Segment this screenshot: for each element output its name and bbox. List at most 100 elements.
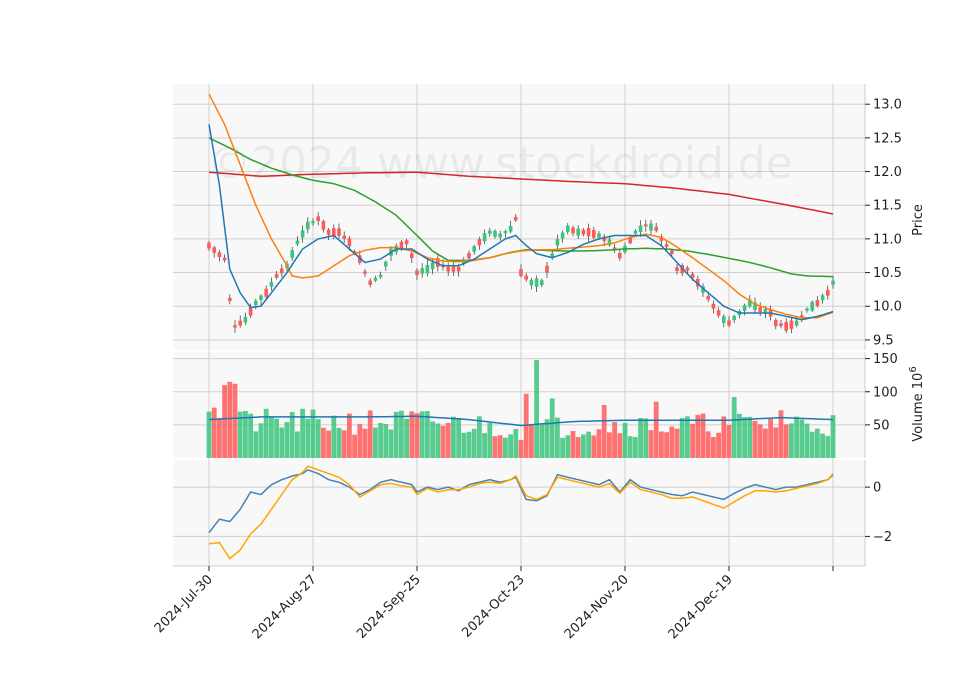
- candle-body: [805, 308, 809, 311]
- volume-bar: [752, 420, 758, 458]
- y-tick-label: 11.0: [873, 232, 902, 247]
- candle-body: [763, 308, 768, 314]
- y-tick-label: 50: [873, 418, 890, 433]
- candle-body: [269, 281, 274, 287]
- volume-bar: [685, 416, 690, 458]
- candle-body: [597, 233, 601, 238]
- volume-bar: [820, 433, 825, 458]
- volume-bar: [258, 423, 264, 458]
- volume-bar: [529, 424, 534, 458]
- candle-body: [576, 228, 580, 236]
- candle-body: [337, 228, 341, 236]
- volume-bar: [414, 413, 420, 458]
- ma-mid-line: [208, 93, 834, 319]
- volume-bar: [565, 435, 571, 458]
- volume-bar: [289, 412, 295, 458]
- candle-body: [436, 258, 440, 267]
- candle-body: [259, 295, 263, 300]
- volume-bar: [336, 427, 342, 458]
- candle-body: [628, 237, 632, 244]
- candle-body: [774, 319, 778, 327]
- candle-body: [586, 228, 591, 237]
- x-tick-label: 2024-Jul-30: [152, 572, 216, 636]
- volume-bar: [575, 437, 581, 458]
- y-tick-label: 100: [873, 385, 898, 400]
- candle-body: [467, 252, 471, 259]
- volume-bar: [378, 422, 383, 458]
- volume-bar: [482, 433, 487, 458]
- volume-bar: [409, 411, 415, 458]
- volume-bar: [237, 411, 243, 458]
- candle-body: [638, 225, 643, 233]
- volume-bar: [711, 436, 716, 458]
- volume-bar: [825, 436, 831, 458]
- volume-bar: [549, 398, 555, 458]
- candle-body: [410, 253, 414, 259]
- volume-bar: [388, 429, 394, 458]
- volume-bar: [508, 434, 513, 458]
- volume-bar: [425, 411, 430, 458]
- candle-body: [654, 226, 658, 231]
- candle-body: [280, 268, 284, 274]
- volume-bar: [815, 428, 820, 458]
- volume-bar: [503, 437, 508, 458]
- candle-body: [254, 300, 258, 305]
- volume-bar: [347, 413, 352, 458]
- volume-bar: [326, 430, 331, 458]
- volume-bar: [705, 431, 711, 458]
- volume-bar: [627, 436, 633, 458]
- candle-body: [566, 225, 570, 232]
- volume-bar: [617, 433, 623, 458]
- candle-body: [295, 240, 300, 245]
- candle-body: [789, 320, 794, 329]
- volume-bar: [737, 413, 742, 458]
- volume-bar: [279, 427, 285, 458]
- candle-body: [800, 315, 804, 318]
- volume-bar: [809, 431, 815, 458]
- volume-bar: [804, 423, 810, 458]
- candle-body: [514, 216, 518, 221]
- volume-bar: [440, 425, 446, 458]
- candle-body: [784, 322, 788, 331]
- x-tick-label: 2024-Dec-19: [666, 572, 736, 642]
- volume-bar: [263, 408, 269, 458]
- volume-bar: [497, 435, 503, 458]
- candle-body: [446, 266, 450, 272]
- candle-body: [342, 235, 346, 239]
- ma-long-line: [208, 171, 834, 215]
- volume-bar: [747, 416, 753, 458]
- volume-bar: [206, 411, 212, 458]
- volume-bars: [206, 359, 836, 458]
- candle-body: [456, 266, 461, 272]
- candle-body: [753, 302, 757, 310]
- candle-body: [498, 233, 502, 238]
- candle-body: [368, 280, 372, 285]
- volume-bar: [601, 405, 607, 458]
- y-tick-label: 9.5: [873, 333, 894, 348]
- candle-body: [831, 280, 835, 285]
- volume-bar: [539, 424, 545, 458]
- volume-bar: [451, 416, 456, 458]
- volume-bar: [783, 424, 789, 458]
- volume-bar: [305, 418, 311, 458]
- price-axis-label: Price: [911, 204, 926, 236]
- svg-text:Volume 106: Volume 106: [908, 366, 926, 441]
- candle-body: [732, 316, 736, 320]
- volume-bar: [544, 419, 550, 458]
- candle-body: [644, 224, 648, 227]
- volume-bar: [794, 416, 799, 458]
- volume-bar: [274, 418, 279, 458]
- candle-body: [332, 228, 336, 237]
- volume-bar: [248, 413, 253, 458]
- volume-bar: [253, 431, 259, 458]
- candle-body: [534, 278, 539, 287]
- candle-body: [316, 216, 320, 222]
- oscillator-line-a: [208, 469, 834, 534]
- volume-bar: [653, 401, 659, 458]
- candle-body: [363, 271, 367, 274]
- volume-bar: [716, 432, 721, 458]
- volume-bar: [534, 359, 539, 458]
- volume-bar: [523, 393, 529, 458]
- volume-bar: [674, 428, 680, 458]
